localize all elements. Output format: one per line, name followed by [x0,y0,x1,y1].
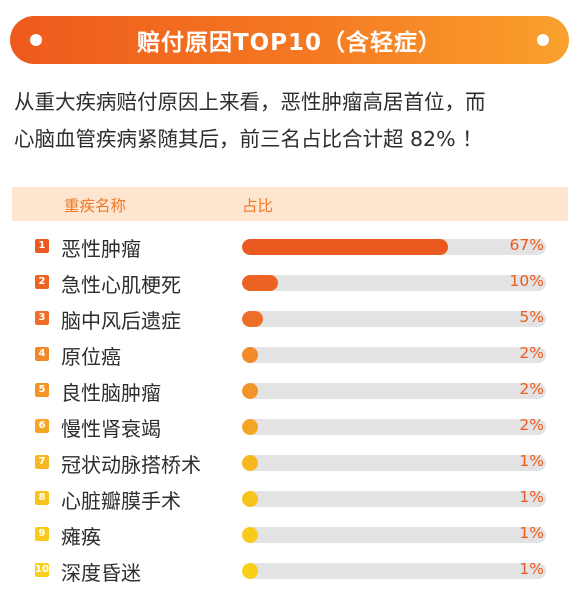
value-label: 1% [519,524,544,542]
bar-track [242,275,546,291]
category-label: 冠状动脉搭桥术 [61,453,201,477]
bar-row: 3 脑中风后遗症 5% [0,300,580,336]
bar-fill [242,347,258,363]
rank-badge: 10 [35,563,49,577]
category-label: 恶性肿瘤 [61,237,141,261]
bar-row: 5 良性脑肿瘤 2% [0,372,580,408]
bar-track [242,455,546,471]
rank-badge: 8 [35,491,49,505]
bar-track [242,347,546,363]
value-label: 1% [519,452,544,470]
banner-dot-left [30,34,42,46]
bar-fill [242,311,263,327]
bar-fill [242,239,448,255]
chart-title: 赔付原因TOP10（含轻症） [136,30,443,56]
rank-badge: 4 [35,347,49,361]
bar-fill [242,491,258,507]
rank-badge: 9 [35,527,49,541]
bar-list: 1 恶性肿瘤 67% 2 急性心肌梗死 10% 3 脑中风后遗症 5% 4 原位癌 2% 5 良性脑肿瘤 2… [0,228,580,588]
value-label: 5% [519,308,544,326]
bar-row: 4 原位癌 2% [0,336,580,372]
category-label: 深度昏迷 [61,561,141,585]
column-header-share: 占比 [242,197,274,215]
bar-track [242,491,546,507]
category-label: 瘫痪 [61,525,101,549]
value-label: 2% [519,344,544,362]
bar-row: 1 恶性肿瘤 67% [0,228,580,264]
bar-row: 10 深度昏迷 1% [0,552,580,588]
table-header: 重疾名称 占比 [12,187,568,221]
rank-badge: 2 [35,275,49,289]
value-label: 67% [509,236,544,254]
column-header-disease: 重疾名称 [64,197,127,215]
rank-badge: 6 [35,419,49,433]
value-label: 10% [509,272,544,290]
category-label: 慢性肾衰竭 [61,417,161,441]
bar-track [242,311,546,327]
bar-row: 8 心脏瓣膜手术 1% [0,480,580,516]
bar-track [242,563,546,579]
bar-fill [242,383,258,399]
bar-track [242,239,546,255]
category-label: 急性心肌梗死 [61,273,181,297]
bar-fill [242,563,258,579]
bar-row: 7 冠状动脉搭桥术 1% [0,444,580,480]
category-label: 心脏瓣膜手术 [61,489,181,513]
bar-row: 2 急性心肌梗死 10% [0,264,580,300]
rank-badge: 1 [35,239,49,253]
intro-text: 从重大疾病赔付原因上来看，恶性肿瘤高居首位，而 心脑血管疾病紧随其后，前三名占比… [14,84,570,158]
value-label: 2% [519,380,544,398]
intro-line-1: 从重大疾病赔付原因上来看，恶性肿瘤高居首位，而 [14,90,486,114]
bar-fill [242,527,258,543]
bar-fill [242,275,278,291]
value-label: 1% [519,560,544,578]
rank-badge: 3 [35,311,49,325]
rank-badge: 7 [35,455,49,469]
bar-fill [242,419,258,435]
bar-track [242,527,546,543]
category-label: 良性脑肿瘤 [61,381,161,405]
bar-row: 6 慢性肾衰竭 2% [0,408,580,444]
value-label: 1% [519,488,544,506]
value-label: 2% [519,416,544,434]
bar-fill [242,455,258,471]
bar-row: 9 瘫痪 1% [0,516,580,552]
category-label: 脑中风后遗症 [61,309,181,333]
banner-dot-right [537,34,549,46]
bar-track [242,383,546,399]
bar-track [242,419,546,435]
title-banner: 赔付原因TOP10（含轻症） [10,16,569,64]
intro-line-2: 心脑血管疾病紧随其后，前三名占比合计超 82% ！ [14,127,483,151]
category-label: 原位癌 [61,345,121,369]
rank-badge: 5 [35,383,49,397]
